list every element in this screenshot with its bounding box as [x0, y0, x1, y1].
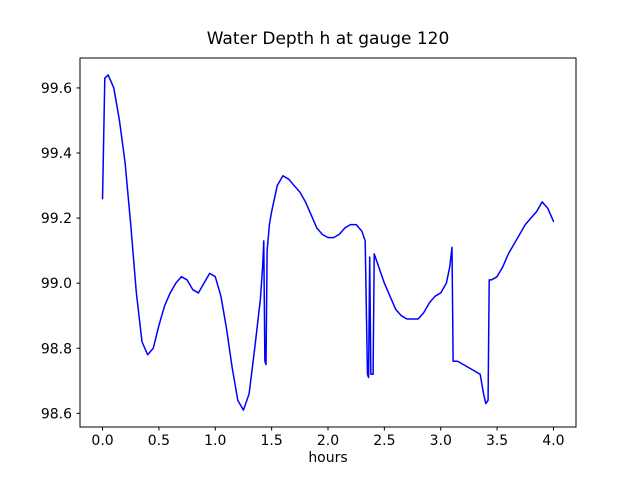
y-tick-label: 98.6	[41, 406, 72, 422]
x-axis-label: hours	[308, 450, 347, 466]
x-axis-ticks: 0.0 0.5 1.0 1.5 2.0 2.5 3.0 3.5 4.0	[91, 427, 565, 449]
axes-frame	[79, 57, 577, 428]
y-tick-label: 99.0	[41, 276, 72, 292]
chart-title: Water Depth h at gauge 120	[207, 29, 450, 49]
series-water-depth-h	[101, 74, 555, 411]
x-tick-label: 0.0	[91, 433, 113, 449]
x-tick-label: 2.5	[373, 433, 395, 449]
data-line	[101, 74, 555, 411]
y-tick-label: 99.2	[41, 211, 72, 227]
x-tick-label: 4.0	[542, 433, 564, 449]
x-tick-label: 2.0	[317, 433, 339, 449]
x-tick-label: 1.0	[204, 433, 226, 449]
x-tick-label: 3.0	[430, 433, 452, 449]
y-tick-label: 98.8	[41, 341, 72, 357]
y-axis-ticks: 98.6 98.8 99.0 99.2 99.4 99.6	[41, 81, 80, 422]
y-tick-label: 99.6	[41, 81, 72, 97]
x-tick-label: 3.5	[486, 433, 508, 449]
x-tick-label: 0.5	[148, 433, 170, 449]
y-tick-label: 99.4	[41, 146, 72, 162]
x-tick-label: 1.5	[261, 433, 283, 449]
